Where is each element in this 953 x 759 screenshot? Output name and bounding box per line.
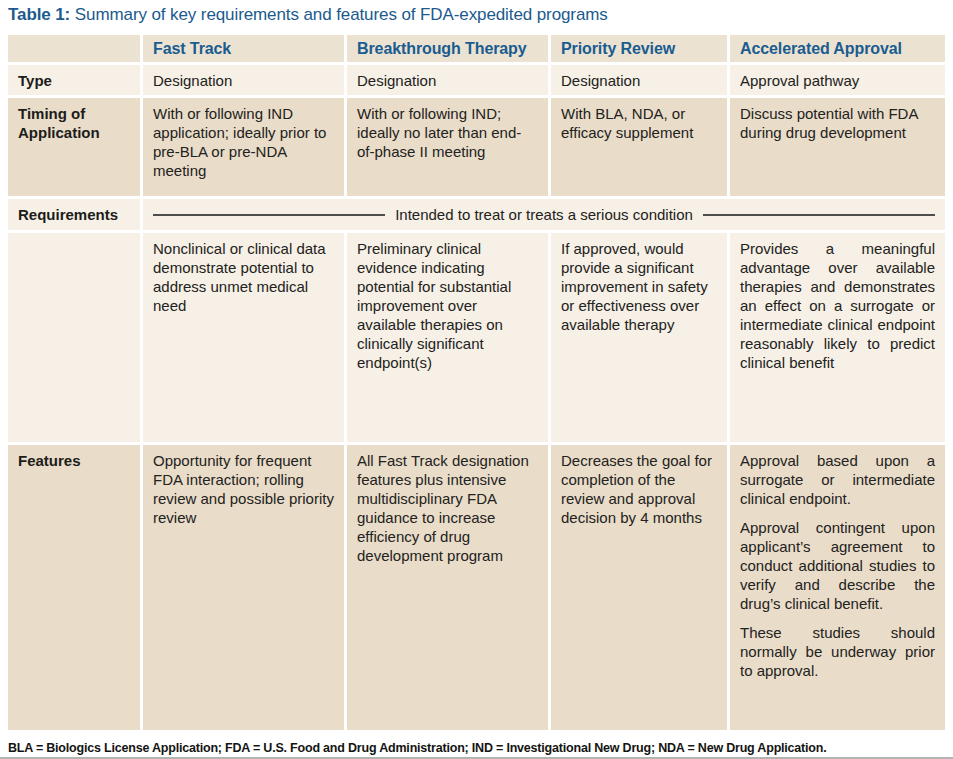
cell-features-fast-track: Opportunity for frequent FDA interaction…	[143, 445, 344, 730]
cell-timing-fast-track: With or following IND application; ideal…	[143, 98, 344, 196]
table-title-label: Table 1:	[8, 5, 70, 24]
column-header-accelerated-approval: Accelerated Approval	[730, 35, 945, 62]
row-label-requirements: Requirements	[8, 199, 140, 230]
row-label-timing: Timing of Application	[8, 98, 140, 196]
page: Table 1: Summary of key requirements and…	[0, 0, 953, 755]
cell-requirements-breakthrough: Preliminary clinical evidence indicating…	[347, 233, 548, 442]
row-label-type: Type	[8, 65, 140, 95]
cell-features-breakthrough: All Fast Track designation features plus…	[347, 445, 548, 730]
cell-type-breakthrough: Designation	[347, 65, 548, 95]
cell-timing-priority: With BLA, NDA, or efficacy supplement	[551, 98, 727, 196]
column-header-fast-track: Fast Track	[143, 35, 344, 62]
features-accelerated-paragraph-3: These studies should normally be underwa…	[740, 623, 935, 680]
features-accelerated-paragraph-1: Approval based upon a surrogate or inter…	[740, 451, 935, 508]
features-accelerated-paragraph-2: Approval contingent upon applicant’s agr…	[740, 518, 935, 613]
cell-type-priority: Designation	[551, 65, 727, 95]
fda-programs-table: Fast Track Breakthrough Therapy Priority…	[8, 35, 945, 730]
cell-requirements-accelerated: Provides a meaningful advantage over ava…	[730, 233, 945, 442]
cell-type-fast-track: Designation	[143, 65, 344, 95]
row-label-features: Features	[8, 445, 140, 730]
column-header-priority-review: Priority Review	[551, 35, 727, 62]
cell-requirements-fast-track: Nonclinical or clinical data demonstrate…	[143, 233, 344, 442]
header-corner-cell	[8, 35, 140, 62]
requirements-right-rule	[703, 214, 935, 216]
cell-features-priority: Decreases the goal for completion of the…	[551, 445, 727, 730]
cell-type-accelerated: Approval pathway	[730, 65, 945, 95]
cell-features-accelerated: Approval based upon a surrogate or inter…	[730, 445, 945, 730]
requirements-left-rule	[153, 214, 385, 216]
table-title: Table 1: Summary of key requirements and…	[8, 5, 945, 25]
table-title-text: Summary of key requirements and features…	[70, 5, 608, 24]
cell-timing-accelerated: Discuss potential with FDA during drug d…	[730, 98, 945, 196]
cell-timing-breakthrough: With or following IND; ideally no later …	[347, 98, 548, 196]
row-label-requirements-detail	[8, 233, 140, 442]
column-header-breakthrough-therapy: Breakthrough Therapy	[347, 35, 548, 62]
cell-requirements-priority: If approved, would provide a significant…	[551, 233, 727, 442]
requirements-span-text: Intended to treat or treats a serious co…	[395, 205, 693, 224]
abbreviations-footnote: BLA = Biologics License Application; FDA…	[8, 741, 945, 755]
cell-requirements-span: Intended to treat or treats a serious co…	[143, 199, 945, 230]
